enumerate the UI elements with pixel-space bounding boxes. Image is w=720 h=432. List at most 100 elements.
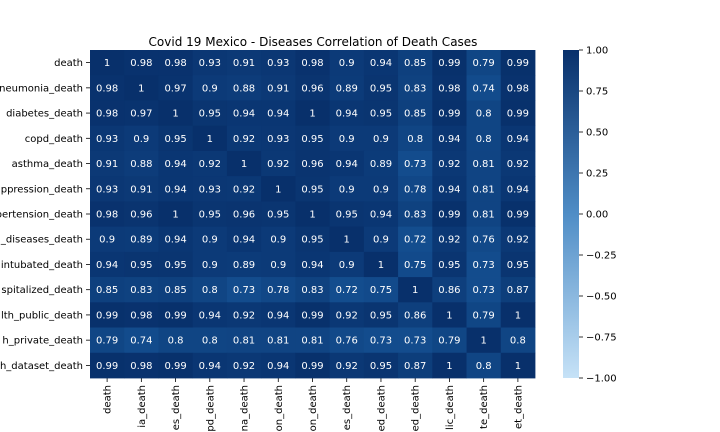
heatmap-cell [295,327,331,354]
heatmap-cell [261,226,296,253]
heatmap-cell [124,226,159,253]
cell-value-label: 0.99 [96,361,118,372]
heatmap-cell [192,251,228,278]
cell-value-label: 0.73 [233,285,255,296]
colorbar-tick-label: −1.00 [586,374,617,385]
cell-value-label: 0.94 [96,260,118,271]
cell-value-label: 0.95 [164,260,186,271]
cell-value-label: 0.99 [96,310,118,321]
cell-value-label: 0.98 [507,83,529,94]
cell-value-label: 0.9 [339,134,355,145]
heatmap-cell [261,125,296,152]
row-label: pertension_death [0,210,83,221]
heatmap-cell [90,125,125,152]
cell-value-label: 0.94 [164,184,186,195]
cell-value-label: 1 [138,83,144,94]
heatmap-cell [398,176,433,202]
cell-value-label: 0.83 [130,285,152,296]
heatmap-cell [398,302,433,328]
heatmap-cell [192,150,228,177]
heatmap-cell [329,226,365,253]
colorbar-tick-label: 1.00 [586,46,608,57]
cell-value-label: 0.99 [438,210,460,221]
colorbar: 1.00 0.75 0.50 0.25 0.00 −0.25 −0.50 −0.75 −1.00 [563,46,617,385]
cell-value-label: 0.99 [507,109,529,120]
cell-value-label: 0.95 [130,260,152,271]
heatmap-cell [432,50,467,76]
row-label: lth_public_death [1,310,83,321]
cell-value-label: 1 [241,159,247,170]
heatmap-cell [432,302,467,328]
heatmap-cell [432,201,467,228]
cell-value-label: 0.92 [233,361,255,372]
cell-value-label: 0.89 [233,260,255,271]
heatmap-cell [192,100,228,127]
cell-value-label: 0.91 [233,58,255,69]
heatmap-cell [500,327,536,354]
cell-value-label: 0.89 [370,159,392,170]
row-label: ppression_death [1,184,83,195]
heatmap-cell [466,201,502,228]
cell-value-label: 0.92 [507,235,529,246]
heatmap-cell [261,100,296,127]
cell-value-label: 0.8 [476,361,492,372]
heatmap-cell [226,75,262,101]
cell-value-label: 0.95 [199,109,221,120]
heatmap-cell [158,50,194,76]
heatmap-cell [261,201,296,228]
column-label: death [103,385,114,414]
heatmap-cell [158,302,194,328]
column-labels: death ia_death es_death pd_death na_death on_… [103,378,524,432]
heatmap-cell [192,352,228,379]
heatmap-cell [192,176,228,202]
cell-value-label: 0.78 [267,285,289,296]
cell-value-label: 0.99 [164,310,186,321]
heatmap-cell [466,100,502,127]
row-label: spitalized_death [1,285,83,296]
cell-value-label: 0.98 [164,58,186,69]
cell-value-label: 0.99 [164,361,186,372]
heatmap-cell [226,327,262,354]
heatmap-cell [90,75,125,101]
cell-value-label: 0.94 [164,159,186,170]
cell-value-label: 0.95 [370,109,392,120]
heatmap-cell [329,201,365,228]
cell-value-label: 0.94 [507,184,529,195]
heatmap-cell [226,125,262,152]
cell-value-label: 0.96 [301,83,323,94]
heatmap-cell [398,150,433,177]
heatmap-cell [192,75,228,101]
cell-value-label: 1 [344,235,350,246]
heatmap-cell [158,277,194,303]
heatmap-cell [432,251,467,278]
cell-value-label: 0.95 [199,210,221,221]
heatmap-cell [500,75,536,101]
cell-value-label: 0.92 [233,310,255,321]
heatmap-cell [432,100,467,127]
cell-value-label: 0.8 [407,134,423,145]
heatmap-cell [500,100,536,127]
heatmap-cell [124,150,159,177]
colorbar-tick-label: 0.00 [586,210,608,221]
cell-value-label: 0.79 [473,310,495,321]
cell-value-label: 0.93 [199,58,221,69]
cell-value-label: 0.94 [233,235,255,246]
cell-value-label: 0.93 [267,134,289,145]
heatmap-cell [124,251,159,278]
cell-value-label: 0.81 [301,336,323,347]
heatmap-cell [158,100,194,127]
cell-value-label: 0.91 [96,159,118,170]
cell-value-label: 0.92 [267,159,289,170]
cell-value-label: 0.73 [370,336,392,347]
cell-value-label: 0.94 [438,134,460,145]
cell-value-label: 0.98 [130,361,152,372]
heatmap-cell [363,302,399,328]
chart-title: Covid 19 Mexico - Diseases Correlation o… [149,35,478,49]
cell-value-label: 0.98 [130,58,152,69]
cell-value-label: 0.95 [301,235,323,246]
heatmap-cell [295,176,331,202]
cell-value-label: 0.75 [404,260,426,271]
cell-value-label: 0.8 [476,134,492,145]
cell-value-label: 0.9 [202,235,218,246]
heatmap-cell [500,150,536,177]
